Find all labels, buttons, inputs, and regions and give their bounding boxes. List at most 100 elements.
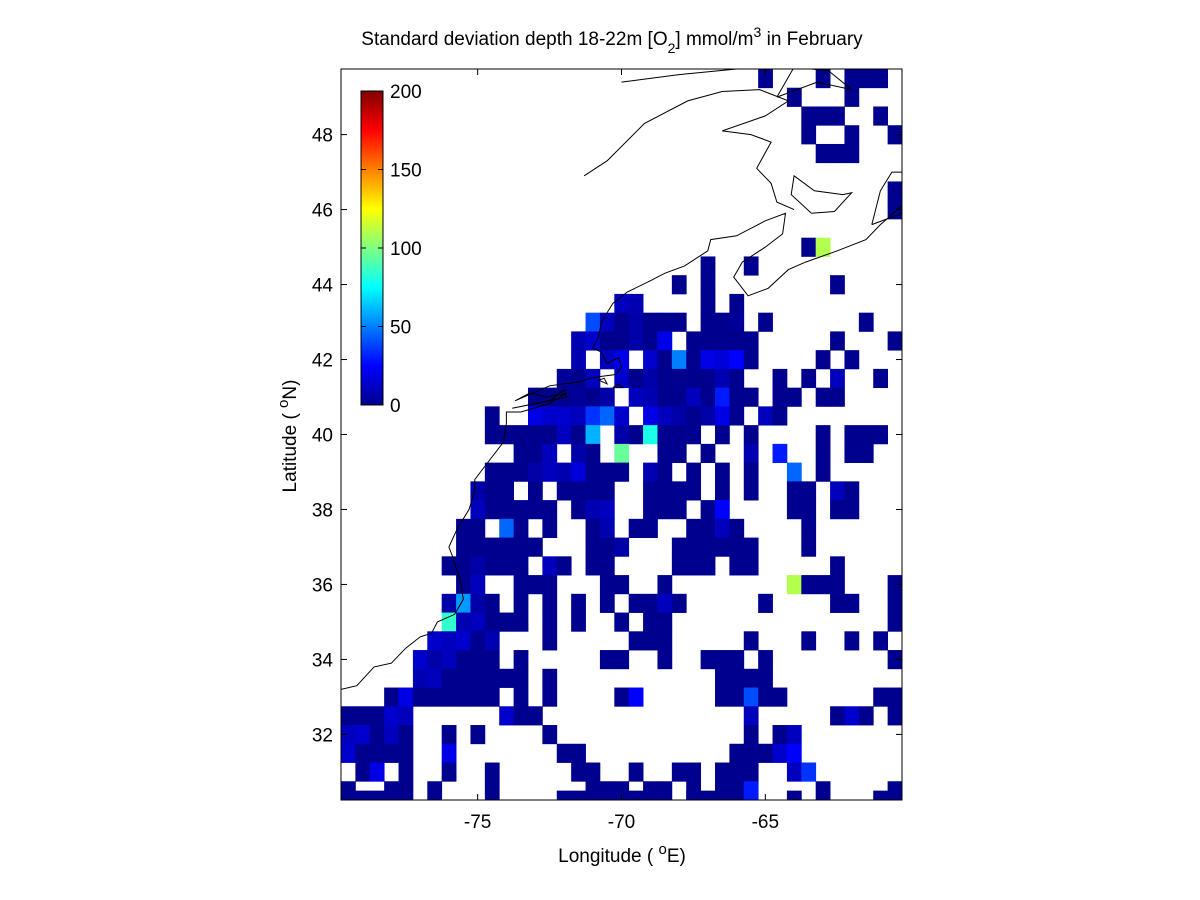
heatmap-cell [599, 593, 615, 613]
heatmap-cell [571, 425, 586, 445]
heatmap-cell [786, 481, 802, 501]
heatmap-cell [743, 425, 759, 445]
heatmap-cell [369, 743, 385, 763]
heatmap-cell [887, 687, 902, 707]
heatmap-cell [585, 556, 601, 576]
heatmap-cell [844, 143, 860, 164]
coastline-path [612, 383, 625, 389]
colorbar-tick-label: 0 [390, 396, 401, 417]
heatmap-cell [599, 556, 615, 576]
heatmap-cell [729, 537, 745, 557]
heatmap-cell [657, 650, 673, 670]
heatmap-cell [628, 518, 644, 538]
heatmap-cell [470, 650, 486, 670]
heatmap-cell [700, 350, 716, 370]
heatmap-cell [470, 631, 486, 651]
heatmap-cell [484, 612, 500, 632]
heatmap-cell [355, 762, 371, 782]
heatmap-cell [700, 256, 716, 276]
heatmap-cell [671, 762, 687, 782]
heatmap-cell [743, 706, 759, 726]
heatmap-cell [585, 462, 601, 482]
heatmap-cell [585, 537, 601, 557]
heatmap-cell [571, 481, 586, 501]
heatmap-cell [686, 556, 702, 576]
heatmap-cell [686, 387, 702, 407]
heatmap-cell [671, 368, 687, 389]
heatmap-cell [729, 293, 745, 314]
heatmap-cell [657, 631, 673, 651]
heatmap-cell [643, 425, 658, 445]
heatmap-cell [441, 593, 457, 613]
heatmap-cell [571, 612, 586, 632]
heatmap-cell [556, 368, 572, 389]
x-axis-label: Longitude ( oE) [558, 841, 686, 867]
heatmap-cell [643, 612, 658, 632]
x-axis-label-suffix: E) [667, 846, 686, 867]
heatmap-cell [614, 312, 630, 332]
heatmap-cell [743, 331, 759, 351]
heatmap-cell [700, 368, 716, 389]
heatmap-cell [427, 687, 443, 707]
heatmap-cell [844, 500, 860, 520]
heatmap-cell [671, 275, 687, 295]
heatmap-cell [470, 518, 486, 538]
heatmap-cell [528, 406, 543, 426]
heatmap-cell [614, 537, 630, 557]
heatmap-cell [801, 631, 817, 651]
heatmap-cell [700, 500, 716, 520]
heatmap-cell [441, 556, 457, 576]
heatmap-cell [743, 687, 759, 707]
heatmap-cell [542, 668, 558, 688]
coastline-path [341, 205, 902, 690]
heatmap-cell [628, 790, 644, 800]
heatmap-cell [643, 593, 658, 613]
heatmap-cell [484, 631, 500, 651]
heatmap-cell [743, 443, 759, 464]
heatmap-cell [643, 312, 658, 332]
heatmap-cell [772, 443, 788, 464]
heatmap-cell [355, 790, 371, 800]
heatmap-cell [470, 687, 486, 707]
heatmap-cell [729, 687, 745, 707]
heatmap-cell [643, 500, 658, 520]
heatmap-cell [657, 481, 673, 501]
heatmap-cell [873, 687, 889, 707]
heatmap-cell [743, 481, 759, 501]
heatmap-cell [599, 387, 615, 407]
heatmap-cell [729, 406, 745, 426]
heatmap-cell [873, 106, 889, 126]
heatmap-cell [484, 500, 500, 520]
heatmap-cell [686, 518, 702, 538]
x-tick-label: -75 [464, 812, 491, 833]
heatmap-cell [643, 462, 658, 482]
heatmap-cell [844, 69, 860, 89]
heatmap-cell [628, 312, 644, 332]
heatmap-cell [571, 368, 586, 389]
heatmap-cell [384, 725, 399, 745]
heatmap-cell [542, 725, 558, 745]
heatmap-cell [743, 387, 759, 407]
heatmap-cell [873, 69, 889, 89]
heatmap-cell [671, 406, 687, 426]
heatmap-cell [355, 725, 371, 745]
chart-title-sup: 3 [754, 24, 762, 40]
heatmap-cell [729, 650, 745, 670]
heatmap-cell [499, 556, 515, 576]
x-axis-label-prefix: Longitude ( [558, 846, 658, 867]
heatmap-cell [599, 312, 615, 332]
heatmap-cell [873, 790, 889, 800]
heatmap-cell [528, 425, 543, 445]
heatmap-cell [456, 556, 471, 576]
heatmap-cell [441, 650, 457, 670]
heatmap-cell [844, 631, 860, 651]
heatmap-cell [412, 668, 428, 688]
heatmap-cell [830, 556, 845, 576]
heatmap-cell [499, 518, 515, 538]
heatmap-cell [671, 481, 687, 501]
heatmap-cell [700, 312, 716, 332]
heatmap-cell [499, 706, 515, 726]
heatmap-cell [513, 668, 529, 688]
chart-title: Standard deviation depth 18-22m [O2] mmo… [361, 24, 863, 56]
heatmap-cell [815, 462, 831, 482]
